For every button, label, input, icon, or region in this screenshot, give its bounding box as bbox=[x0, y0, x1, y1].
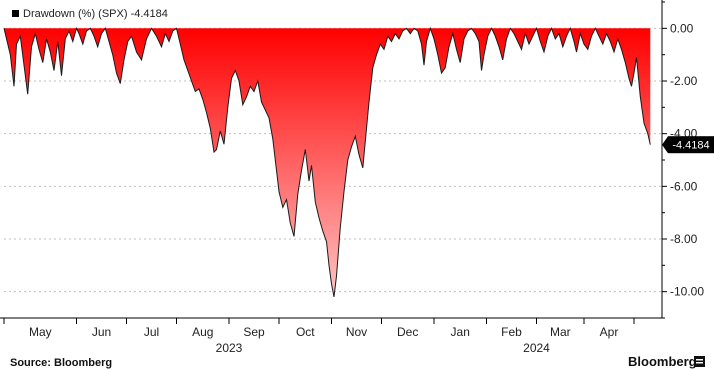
source-note: Source: Bloomberg bbox=[10, 357, 112, 369]
legend-background bbox=[0, 0, 180, 22]
legend-swatch bbox=[12, 10, 19, 17]
bloomberg-logo-icon bbox=[694, 356, 705, 367]
x-tick-label-jun: Jun bbox=[92, 325, 111, 339]
x-year-label-2024: 2024 bbox=[523, 341, 550, 355]
drawdown-line bbox=[3, 26, 651, 297]
last-value-box bbox=[668, 136, 714, 154]
y-tick-label-5: -10.00 bbox=[670, 285, 704, 299]
x-tick-label-nov: Nov bbox=[346, 325, 367, 339]
y-axis: 0.00-2.00-4.00-6.00-8.00-10.00 bbox=[661, 0, 704, 319]
last-value-marker: -4.4184 bbox=[662, 136, 714, 154]
x-tick-label-feb: Feb bbox=[501, 325, 522, 339]
y-tick-label-4: -8.00 bbox=[670, 232, 698, 246]
x-year-label-2023: 2023 bbox=[216, 341, 243, 355]
x-tick-label-dec: Dec bbox=[397, 325, 418, 339]
legend-label: Drawdown (%) (SPX) -4.4184 bbox=[23, 8, 168, 20]
x-tick-label-jan: Jan bbox=[451, 325, 470, 339]
drawdown-area bbox=[4, 28, 651, 297]
y-tick-label-3: -6.00 bbox=[670, 179, 698, 193]
bloomberg-logo-text: Bloomberg bbox=[628, 354, 697, 369]
x-tick-label-may: May bbox=[29, 325, 52, 339]
x-tick-label-aug: Aug bbox=[192, 325, 213, 339]
x-tick-label-oct: Oct bbox=[296, 325, 315, 339]
last-value-arrow bbox=[662, 136, 668, 154]
legend: Drawdown (%) (SPX) -4.4184 bbox=[0, 0, 180, 22]
y-tick-label-1: -2.00 bbox=[670, 74, 698, 88]
y-tick-label-0: 0.00 bbox=[670, 21, 694, 35]
x-tick-label-mar: Mar bbox=[550, 325, 571, 339]
x-tick-label-apr: Apr bbox=[600, 325, 619, 339]
x-tick-label-jul: Jul bbox=[144, 325, 159, 339]
x-tick-label-sep: Sep bbox=[243, 325, 265, 339]
x-axis: May Jun Jul Aug Sep Oct Nov Dec Jan Feb Mar Apr 2023… bbox=[0, 317, 662, 355]
last-value-label: -4.4184 bbox=[672, 140, 709, 152]
